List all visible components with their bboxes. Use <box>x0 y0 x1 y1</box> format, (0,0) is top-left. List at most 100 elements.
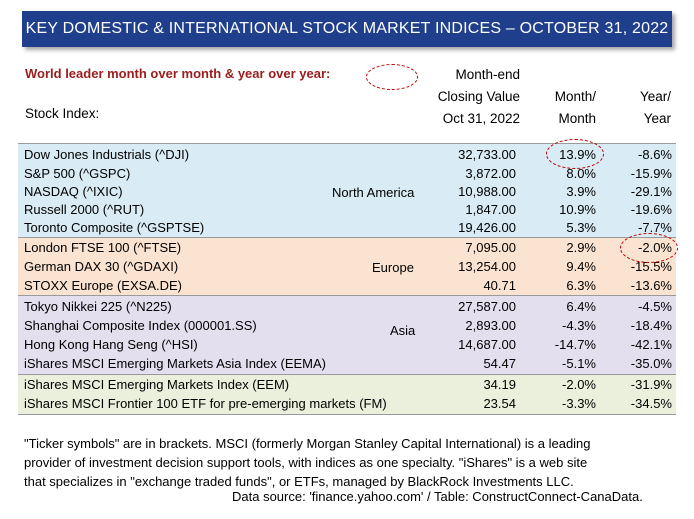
closing-value: 54.47 <box>483 356 516 371</box>
year-change: -29.1% <box>630 184 672 199</box>
month-change: 6.4% <box>566 299 596 314</box>
region-label-north-america: North America <box>332 185 415 200</box>
closing-value: 19,426.00 <box>458 220 516 235</box>
index-name: iShares MSCI Frontier 100 ETF for pre-em… <box>24 396 387 411</box>
table-row: Hong Kong Hang Seng (^HSI) 14,687.00 -14… <box>18 335 676 355</box>
month-change: -2.0% <box>562 377 596 392</box>
month-change: -3.3% <box>562 396 596 411</box>
year-change: -15.5% <box>630 259 672 274</box>
index-name: London FTSE 100 (^FTSE) <box>24 240 182 255</box>
divider <box>18 295 676 296</box>
region-label-asia: Asia <box>390 323 416 338</box>
closing-value: 34.19 <box>483 377 516 392</box>
index-name: NASDAQ (^IXIC) <box>24 184 123 199</box>
index-name: STOXX Europe (EXSA.DE) <box>24 278 182 293</box>
year-change: -19.6% <box>630 202 672 217</box>
divider <box>18 237 676 238</box>
header-close-line1: Month-end <box>455 67 520 82</box>
closing-value: 13,254.00 <box>458 259 516 274</box>
index-name: iShares MSCI Emerging Markets Index (EEM… <box>24 377 290 392</box>
index-name: Shanghai Composite Index (000001.SS) <box>24 318 257 333</box>
month-change: 10.9% <box>559 202 596 217</box>
closing-value: 40.71 <box>483 278 516 293</box>
closing-value: 23.54 <box>483 396 516 411</box>
header-yoy-line2: Year <box>643 111 671 126</box>
header-mom-line2: Month <box>558 111 596 126</box>
table-row: iShares MSCI Emerging Markets Asia Index… <box>18 354 676 374</box>
closing-value: 14,687.00 <box>458 337 516 352</box>
closing-value: 3,872.00 <box>465 166 516 181</box>
month-change: 5.3% <box>566 220 596 235</box>
highlight-oval-icon <box>620 233 678 263</box>
table-row: Tokyo Nikkei 225 (^N225) 27,587.00 6.4% … <box>18 297 676 317</box>
highlight-oval-icon <box>546 139 604 169</box>
band-europe <box>18 237 676 295</box>
year-change: -31.9% <box>630 377 672 392</box>
header-close-line2: Closing Value <box>437 89 520 104</box>
month-change: 3.9% <box>566 184 596 199</box>
index-name: iShares MSCI Emerging Markets Asia Index… <box>24 356 326 371</box>
year-change: -35.0% <box>630 356 672 371</box>
closing-value: 7,095.00 <box>465 240 516 255</box>
index-name: Dow Jones Industrials (^DJI) <box>24 147 190 162</box>
index-name: Russell 2000 (^RUT) <box>24 202 145 217</box>
index-name: Tokyo Nikkei 225 (^N225) <box>24 299 172 314</box>
footnote-line: that specializes in "exchange traded fun… <box>24 474 574 489</box>
region-label-europe: Europe <box>372 260 414 275</box>
legend-oval-icon <box>366 64 418 90</box>
month-change: 2.9% <box>566 240 596 255</box>
footnote: "Ticker symbols" are in brackets. MSCI (… <box>24 434 674 491</box>
title-bar: KEY DOMESTIC & INTERNATIONAL STOCK MARKE… <box>22 11 672 47</box>
table-row: STOXX Europe (EXSA.DE) 40.71 6.3% -13.6% <box>18 276 676 296</box>
year-change: -13.6% <box>630 278 672 293</box>
table-row: London FTSE 100 (^FTSE) 7,095.00 2.9% -2… <box>18 238 676 258</box>
index-name: S&P 500 (^GSPC) <box>24 166 131 181</box>
year-change: -7.7% <box>638 220 672 235</box>
table-row: iShares MSCI Emerging Markets Index (EEM… <box>18 375 676 395</box>
closing-value: 10,988.00 <box>458 184 516 199</box>
year-change: -18.4% <box>630 318 672 333</box>
index-name: German DAX 30 (^GDAXI) <box>24 259 179 274</box>
year-change: -8.6% <box>638 147 672 162</box>
index-name: Toronto Composite (^GSPTSE) <box>24 220 205 235</box>
index-name: Hong Kong Hang Seng (^HSI) <box>24 337 198 352</box>
year-change: -15.9% <box>630 166 672 181</box>
divider <box>18 143 676 144</box>
data-source: Data source: 'finance.yahoo.com' / Table… <box>232 489 643 504</box>
footnote-line: "Ticker symbols" are in brackets. MSCI (… <box>24 436 591 451</box>
table-row: German DAX 30 (^GDAXI) 13,254.00 9.4% -1… <box>18 257 676 277</box>
table-row: Toronto Composite (^GSPTSE) 19,426.00 5.… <box>18 218 676 238</box>
table-row: iShares MSCI Frontier 100 ETF for pre-em… <box>18 394 676 414</box>
legend-text: World leader month over month & year ove… <box>25 66 331 81</box>
divider <box>18 374 676 375</box>
band-emerging <box>18 374 676 414</box>
header-close-line3: Oct 31, 2022 <box>442 111 520 126</box>
month-change: 8.0% <box>566 166 596 181</box>
header-stock-index: Stock Index: <box>25 106 100 121</box>
closing-value: 2,893.00 <box>465 318 516 333</box>
year-change: -4.5% <box>638 299 672 314</box>
year-change: -42.1% <box>630 337 672 352</box>
footnote-line: provider of investment decision support … <box>24 455 588 470</box>
table-row: S&P 500 (^GSPC) 3,872.00 8.0% -15.9% <box>18 164 676 184</box>
closing-value: 32,733.00 <box>458 147 516 162</box>
month-change: -4.3% <box>562 318 596 333</box>
header-yoy-line1: Year/ <box>639 89 671 104</box>
table-row: Russell 2000 (^RUT) 1,847.00 10.9% -19.6… <box>18 200 676 220</box>
band-asia <box>18 295 676 374</box>
month-change: 9.4% <box>566 259 596 274</box>
header-year-over-year: Year/ Year <box>610 86 671 130</box>
month-change: 6.3% <box>566 278 596 293</box>
closing-value: 27,587.00 <box>458 299 516 314</box>
table-row: NASDAQ (^IXIC) 10,988.00 3.9% -29.1% <box>18 182 676 202</box>
table-row: Shanghai Composite Index (000001.SS) 2,8… <box>18 316 676 336</box>
closing-value: 1,847.00 <box>465 202 516 217</box>
year-change: -34.5% <box>630 396 672 411</box>
month-change: -14.7% <box>554 337 596 352</box>
divider <box>18 414 676 415</box>
header-mom-line1: Month/ <box>554 89 596 104</box>
header-month-over-month: Month/ Month <box>530 86 596 130</box>
month-change: -5.1% <box>562 356 596 371</box>
header-closing-value: Month-end Closing Value Oct 31, 2022 <box>420 64 520 130</box>
page-title: KEY DOMESTIC & INTERNATIONAL STOCK MARKE… <box>25 20 669 37</box>
